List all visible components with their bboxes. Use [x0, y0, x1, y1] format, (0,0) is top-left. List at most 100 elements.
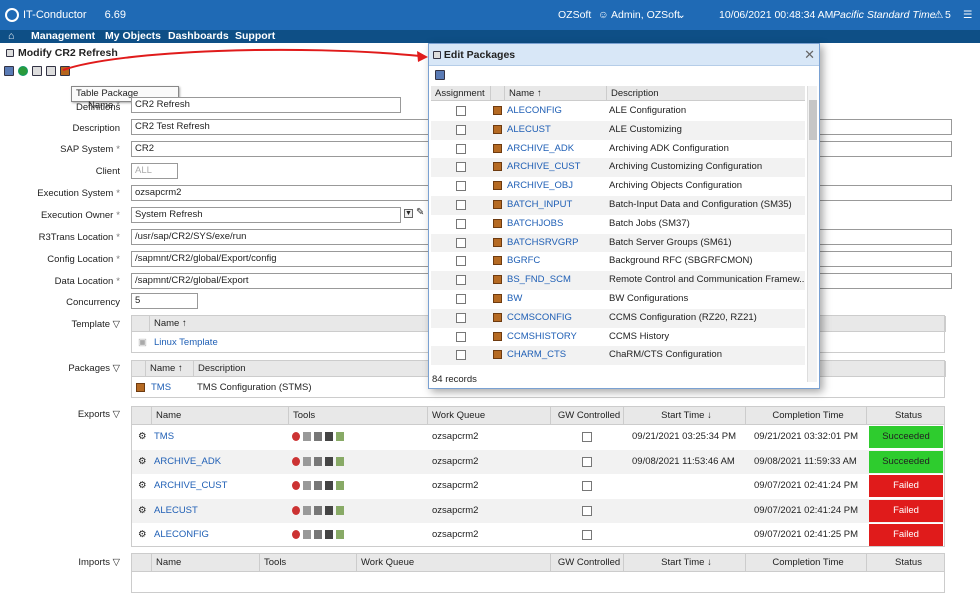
assignment-checkbox[interactable] [456, 294, 466, 307]
schedule-icon[interactable] [336, 481, 344, 491]
package-name-link[interactable]: BW [507, 293, 523, 304]
schedule-icon[interactable] [336, 431, 344, 441]
package-name-link[interactable]: ARCHIVE_OBJ [507, 180, 573, 192]
list-item[interactable]: ALECONFIG ALE Configuration [431, 102, 805, 121]
list-item[interactable]: BATCH_INPUT Batch-Input Data and Configur… [431, 196, 805, 215]
tenant-name[interactable]: OZSoft [558, 9, 592, 21]
table-row[interactable]: ⚙ ALECONFIG ozsapcrm2 09/07/2021 02:41:25 P… [132, 523, 944, 548]
assignment-checkbox[interactable] [456, 312, 466, 326]
hamburger-icon[interactable]: ☰ [963, 9, 973, 21]
imports-col-work-queue[interactable]: Work Queue [357, 554, 551, 572]
list-item[interactable]: ARCHIVE_CUST Archiving Customizing Config… [431, 158, 805, 178]
package-name-link[interactable]: CCMSCONFIG [507, 311, 572, 323]
modal-name-header[interactable]: Name ↑ [505, 86, 607, 101]
imports-col-name[interactable]: Name [152, 554, 260, 572]
run-icon[interactable] [292, 481, 300, 491]
assignment-checkbox[interactable] [456, 143, 466, 157]
dropdown-icon[interactable]: ▼ [404, 209, 413, 218]
run-icon[interactable] [18, 66, 28, 76]
list-item[interactable]: CCMSCONFIG CCMS Configuration (RZ20, RZ21… [431, 308, 805, 328]
assignment-checkbox[interactable] [456, 350, 466, 363]
export-name-link[interactable]: TMS [154, 431, 175, 442]
log-icon[interactable] [314, 505, 322, 515]
client-field[interactable]: ALL [131, 163, 178, 179]
log-icon[interactable] [314, 481, 322, 491]
exports-col-name[interactable]: Name [152, 407, 289, 425]
imports-col-completion-time[interactable]: Completion Time [746, 554, 867, 572]
table-row[interactable]: TMS TMS Configuration (STMS) [132, 378, 944, 398]
table-row[interactable]: ▣ Linux Template [132, 333, 944, 353]
gw-controlled-checkbox[interactable] [582, 432, 592, 445]
hierarchy-icon[interactable] [325, 431, 333, 441]
table-row[interactable]: ⚙ ARCHIVE_ADK ozsapcrm2 09/08/2021 11:53:46… [132, 449, 944, 475]
exports-col-start-time[interactable]: Start Time ↓ [624, 407, 746, 425]
log-icon[interactable] [314, 530, 322, 540]
list-item[interactable]: BS_FND_SCM Remote Control and Communicati… [431, 271, 805, 290]
package-name-link[interactable]: BGRFC [507, 255, 541, 267]
package-name-link[interactable]: ALECUST [507, 123, 551, 135]
list-item[interactable]: BW BW Configurations [431, 290, 805, 309]
run-icon[interactable] [292, 431, 300, 441]
menu-management[interactable]: Management [31, 30, 96, 42]
export-name-link[interactable]: ALECONFIG [154, 529, 209, 541]
list-item[interactable]: ALECUST ALE Customizing [431, 120, 805, 140]
hierarchy-icon[interactable] [325, 530, 333, 540]
table-row[interactable]: ⚙ ARCHIVE_CUST ozsapcrm2 09/07/2021 02:41:2… [132, 474, 944, 499]
list-item[interactable]: ARCHIVE_ADK Archiving ADK Configuration [431, 140, 805, 159]
chevron-down-icon[interactable]: ⌄ [677, 9, 686, 21]
schedule-icon[interactable] [336, 505, 344, 515]
run-icon[interactable] [292, 456, 300, 466]
template-link[interactable]: Linux Template [154, 337, 218, 348]
package-name-link[interactable]: BATCHSRVGRP [507, 236, 579, 248]
list-item[interactable]: ARCHIVE_OBJ Archiving Objects Configurati… [431, 177, 805, 196]
package-name-link[interactable]: CCMSHISTORY [507, 330, 577, 342]
assignment-checkbox[interactable] [456, 256, 466, 269]
menu-my-objects[interactable]: My Objects [105, 30, 162, 42]
package-name-link[interactable]: ALECONFIG [507, 105, 562, 116]
assignment-checkbox[interactable] [456, 200, 466, 213]
assignment-checkbox[interactable] [456, 275, 466, 288]
package-name-link[interactable]: ARCHIVE_ADK [507, 142, 575, 154]
delete-icon[interactable] [303, 505, 311, 515]
assignment-checkbox[interactable] [456, 218, 466, 232]
packages-name-header[interactable]: Name ↑ [146, 361, 194, 377]
assignment-checkbox[interactable] [456, 331, 466, 345]
edit-pencil-icon[interactable]: ✎ [416, 207, 425, 218]
hierarchy-icon[interactable] [325, 456, 333, 466]
exports-col-completion-time[interactable]: Completion Time [746, 407, 867, 425]
delete-icon[interactable] [303, 456, 311, 466]
schedule-icon[interactable] [336, 456, 344, 466]
menu-dashboards[interactable]: Dashboards [168, 30, 229, 42]
exports-col-work-queue[interactable]: Work Queue [428, 407, 551, 425]
exports-col-tools[interactable]: Tools [289, 407, 428, 425]
package-name-link[interactable]: CHARM_CTS [507, 349, 567, 361]
assignment-checkbox[interactable] [456, 124, 466, 138]
package-name-link[interactable]: BS_FND_SCM [507, 274, 571, 286]
list-item[interactable]: BGRFC Background RFC (SBGRFCMON) [431, 252, 805, 271]
assignment-checkbox[interactable] [456, 106, 466, 119]
imports-col-status[interactable]: Status [895, 557, 922, 568]
delete-icon[interactable] [32, 66, 42, 76]
run-icon[interactable] [292, 530, 300, 540]
package-name-link[interactable]: TMS [151, 382, 172, 393]
concurrency-field[interactable]: 5 [131, 293, 198, 309]
execution-owner-field[interactable]: System Refresh [131, 207, 401, 223]
list-item[interactable]: BATCHSRVGRP Batch Server Groups (SM61) [431, 233, 805, 253]
modal-description-header[interactable]: Description [607, 86, 805, 101]
table-package-definitions-icon[interactable] [60, 66, 70, 76]
menu-support[interactable]: Support [235, 30, 276, 42]
scrollbar-thumb[interactable] [809, 100, 817, 140]
exports-col-status[interactable]: Status [895, 410, 922, 421]
imports-col-start-time[interactable]: Start Time ↓ [624, 554, 746, 572]
name-field[interactable]: CR2 Refresh [131, 97, 401, 113]
home-icon[interactable]: ⌂ [8, 30, 15, 42]
assignment-checkbox[interactable] [456, 162, 466, 175]
delete-icon[interactable] [303, 481, 311, 491]
template-name-header[interactable]: Name ↑ [150, 316, 946, 332]
save-icon[interactable] [4, 66, 14, 76]
imports-col-gw-controlled[interactable]: GW Controlled [551, 554, 624, 572]
gw-controlled-checkbox[interactable] [582, 456, 592, 470]
export-name-link[interactable]: ARCHIVE_CUST [154, 480, 228, 492]
list-item[interactable]: CCMSHISTORY CCMS History [431, 328, 805, 347]
hierarchy-icon[interactable] [325, 505, 333, 515]
